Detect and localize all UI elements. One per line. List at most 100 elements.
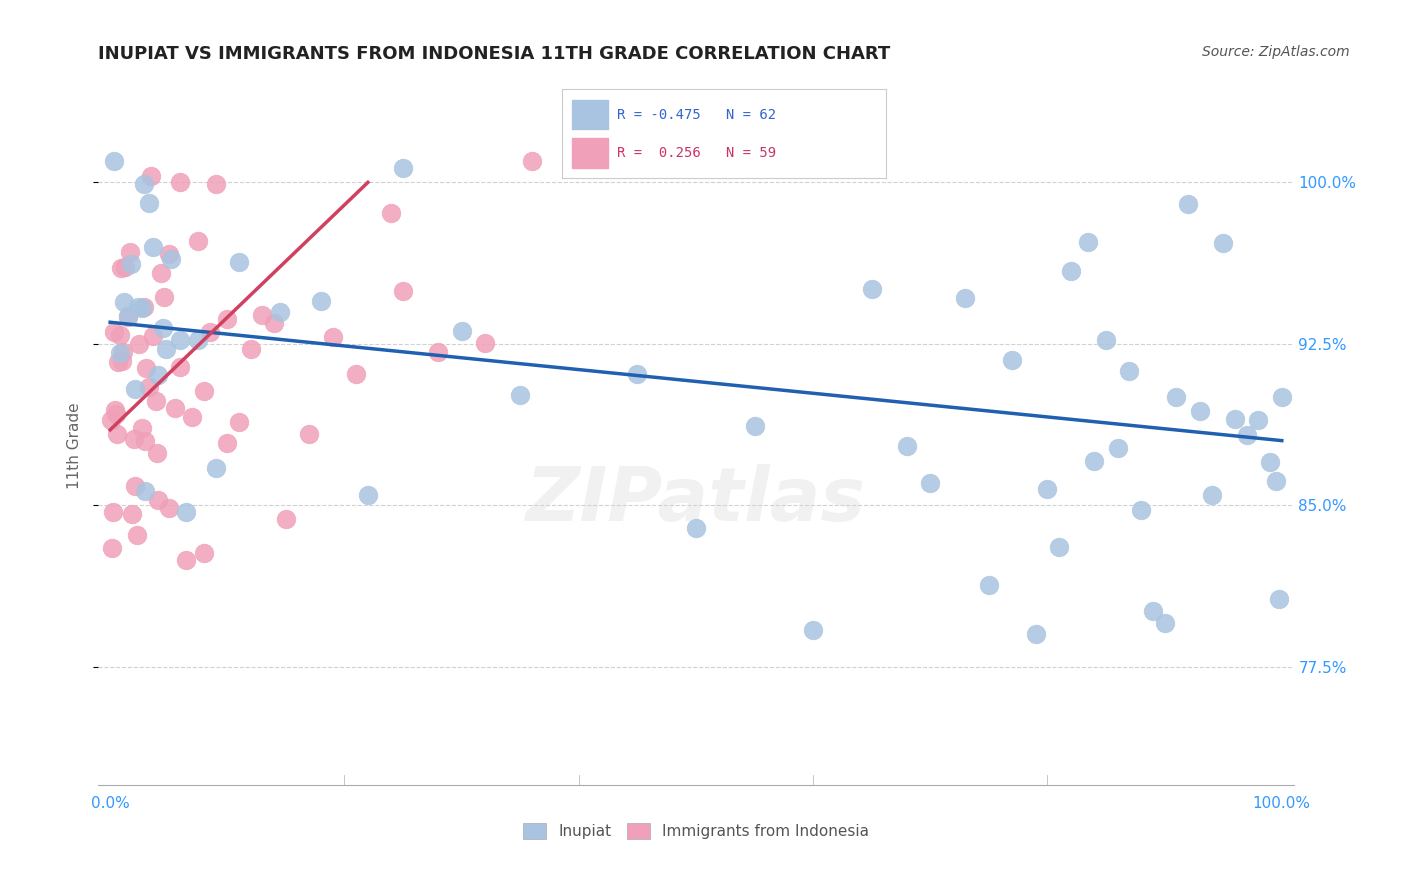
Point (127, 300, 149, 314)
Text: Source: ZipAtlas.com: Source: ZipAtlas.com (1202, 45, 1350, 59)
Point (127, 528, 149, 542)
Point (228, 415, 250, 429)
Point (1212, 236, 1234, 251)
Point (228, 255, 250, 269)
Point (1060, 264, 1083, 278)
Point (132, 177, 156, 191)
Bar (572, 138, 607, 168)
Point (1188, 404, 1211, 418)
Point (152, 321, 174, 335)
Point (274, 512, 297, 526)
Point (1083, 453, 1105, 467)
Point (239, 342, 262, 356)
Point (1265, 474, 1288, 488)
Point (124, 479, 146, 493)
Point (357, 488, 380, 502)
Point (114, 260, 136, 274)
Point (1268, 591, 1291, 606)
Point (392, 284, 415, 298)
Point (263, 317, 285, 331)
Point (157, 500, 180, 515)
Point (110, 261, 132, 276)
Point (474, 336, 496, 351)
Point (181, 409, 204, 424)
Point (121, 507, 143, 521)
Point (149, 266, 172, 280)
Point (131, 301, 153, 315)
Point (1223, 412, 1246, 426)
Point (217, 435, 239, 450)
Point (128, 337, 150, 351)
Point (252, 308, 274, 322)
Point (142, 239, 165, 253)
Point (1001, 353, 1024, 368)
Point (509, 388, 531, 402)
Point (685, 521, 707, 535)
Point (1077, 235, 1099, 249)
Point (217, 312, 239, 326)
Point (157, 247, 180, 261)
Point (169, 333, 191, 347)
Point (568, 153, 591, 168)
Point (120, 244, 141, 259)
Point (131, 420, 153, 434)
Point (138, 195, 160, 210)
Text: 0.0%: 0.0% (91, 796, 129, 811)
Point (427, 344, 450, 359)
Point (111, 354, 134, 368)
Point (1247, 413, 1270, 427)
Point (860, 282, 883, 296)
Text: R =  0.256   N = 59: R = 0.256 N = 59 (617, 146, 776, 160)
Point (187, 234, 209, 248)
Point (174, 553, 197, 567)
Point (101, 506, 124, 520)
Point (450, 325, 472, 339)
Bar (572, 100, 607, 129)
Point (108, 346, 131, 360)
Point (204, 178, 226, 192)
Point (1201, 488, 1223, 502)
Point (309, 294, 332, 309)
Point (103, 325, 125, 339)
Point (1177, 196, 1199, 211)
Point (977, 578, 1000, 592)
Point (1258, 455, 1281, 469)
Point (105, 426, 128, 441)
Point (920, 476, 942, 491)
Point (626, 367, 648, 381)
Text: ZIPatlas: ZIPatlas (526, 464, 866, 537)
Point (105, 407, 128, 421)
Point (1153, 615, 1175, 630)
Point (122, 432, 145, 446)
Point (112, 295, 135, 310)
Point (117, 310, 139, 324)
Point (107, 355, 129, 369)
Point (1047, 541, 1070, 555)
Point (101, 541, 124, 556)
Point (117, 309, 139, 323)
Point (193, 384, 215, 398)
Point (112, 345, 135, 359)
Point (134, 483, 156, 498)
Point (163, 401, 186, 416)
Point (1271, 390, 1294, 404)
Point (269, 305, 291, 319)
Point (955, 292, 977, 306)
Text: 100.0%: 100.0% (1253, 796, 1310, 811)
Point (1236, 427, 1258, 442)
Text: INUPIAT VS IMMIGRANTS FROM INDONESIA 11TH GRADE CORRELATION CHART: INUPIAT VS IMMIGRANTS FROM INDONESIA 11T… (98, 45, 890, 62)
Point (1118, 364, 1140, 378)
Point (1107, 441, 1129, 455)
Y-axis label: 11th Grade: 11th Grade (66, 402, 82, 490)
Point (145, 394, 167, 409)
Point (135, 361, 157, 376)
Point (204, 461, 226, 475)
Point (104, 403, 127, 417)
Point (169, 175, 191, 189)
Point (392, 161, 415, 176)
Point (153, 290, 176, 304)
Point (134, 434, 156, 449)
Point (298, 427, 321, 442)
Point (1142, 604, 1164, 618)
Point (148, 368, 170, 382)
